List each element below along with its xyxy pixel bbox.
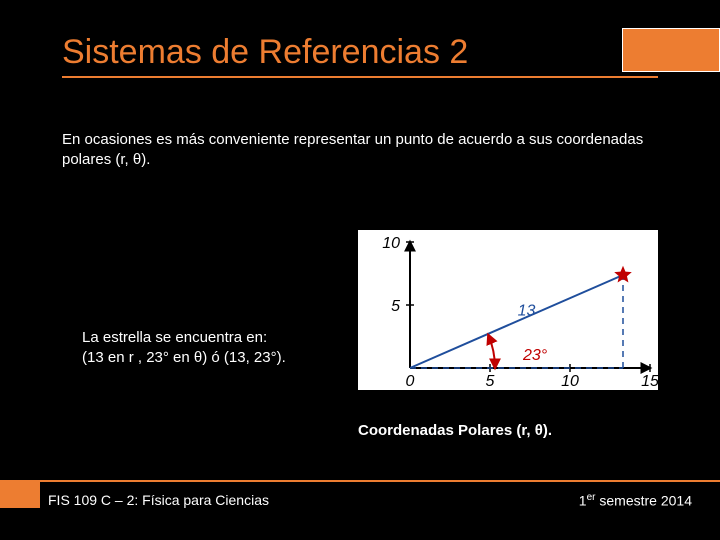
svg-text:0: 0 xyxy=(406,373,415,390)
svg-text:23°: 23° xyxy=(522,347,548,364)
svg-text:5: 5 xyxy=(391,298,400,315)
footer-right: 1er semestre 2014 xyxy=(579,492,692,509)
svg-text:15: 15 xyxy=(641,373,658,390)
intro-text: En ocasiones es más conveniente represen… xyxy=(62,130,652,171)
slide-title: Sistemas de Referencias 2 xyxy=(0,33,720,72)
svg-text:13: 13 xyxy=(518,303,536,320)
polar-svg: 0 5 10 15 5 10 13 23° xyxy=(358,230,658,390)
svg-text:10: 10 xyxy=(561,373,579,390)
footer-bar xyxy=(0,480,720,482)
caption-line2: (13 en r , 23° en θ) ó (13, 23°). xyxy=(82,348,286,368)
caption-left: La estrella se encuentra en: (13 en r , … xyxy=(82,328,286,369)
polar-figure: 0 5 10 15 5 10 13 23° xyxy=(358,230,658,390)
footer-left: FIS 109 C – 2: Física para Ciencias xyxy=(48,492,269,508)
footer-right-prefix: 1 xyxy=(579,493,587,509)
svg-text:10: 10 xyxy=(382,235,400,252)
title-underline xyxy=(62,76,658,78)
polar-caption: Coordenadas Polares (r, θ). xyxy=(358,422,552,439)
caption-line1: La estrella se encuentra en: xyxy=(82,328,286,348)
svg-text:5: 5 xyxy=(486,373,495,390)
footer-tab xyxy=(0,480,40,508)
footer-right-sup: er xyxy=(587,492,596,503)
footer-right-suffix: semestre 2014 xyxy=(596,493,693,509)
title-accent-box xyxy=(622,28,720,72)
